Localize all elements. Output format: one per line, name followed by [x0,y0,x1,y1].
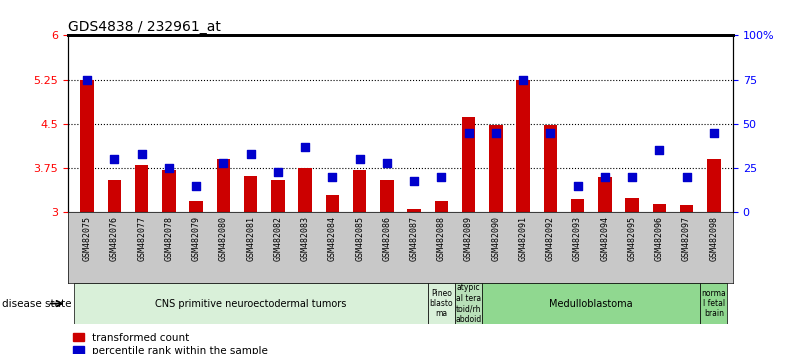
Bar [489,125,503,212]
Bar [107,180,121,212]
Bar [707,159,721,212]
Text: GSM482087: GSM482087 [409,216,419,261]
Point [707,130,720,136]
Bar [455,283,482,324]
Bar [408,210,421,212]
Text: norma
l fetal
brain: norma l fetal brain [702,289,727,319]
Point [272,169,284,175]
Bar [380,180,393,212]
Bar [544,125,557,212]
Point [244,151,257,157]
Bar [352,170,366,212]
Legend: transformed count, percentile rank within the sample: transformed count, percentile rank withi… [74,333,268,354]
Text: GSM482084: GSM482084 [328,216,337,261]
Text: GSM482097: GSM482097 [682,216,691,261]
Point [190,183,203,189]
Point [81,77,94,82]
Bar [700,283,727,324]
Bar [571,199,585,212]
Bar [80,80,94,212]
Bar [435,201,449,212]
Bar [653,204,666,212]
Text: GSM482083: GSM482083 [300,216,310,261]
Text: CNS primitive neuroectodermal tumors: CNS primitive neuroectodermal tumors [155,298,346,309]
Point [353,156,366,162]
Text: GSM482075: GSM482075 [83,216,91,261]
Text: disease state: disease state [2,298,71,309]
Bar [428,283,455,324]
Point [571,183,584,189]
Bar [74,283,428,324]
Text: GSM482085: GSM482085 [355,216,364,261]
Point [435,174,448,180]
Bar [482,283,700,324]
Text: GSM482086: GSM482086 [382,216,392,261]
Point [653,148,666,153]
Point [680,174,693,180]
Bar [216,159,230,212]
Text: GSM482089: GSM482089 [464,216,473,261]
Bar [626,198,639,212]
Text: GSM482077: GSM482077 [137,216,146,261]
Text: GSM482092: GSM482092 [545,216,555,261]
Point [462,130,475,136]
Point [163,165,175,171]
Bar [135,165,148,212]
Bar [298,168,312,212]
Point [135,151,148,157]
Bar [162,170,175,212]
Bar [598,177,612,212]
Point [299,144,312,150]
Text: GDS4838 / 232961_at: GDS4838 / 232961_at [68,19,221,34]
Text: GSM482091: GSM482091 [518,216,528,261]
Text: GSM482094: GSM482094 [601,216,610,261]
Text: atypic
al tera
toid/rh
abdoid: atypic al tera toid/rh abdoid [456,284,481,324]
Text: GSM482081: GSM482081 [246,216,256,261]
Text: GSM482078: GSM482078 [164,216,173,261]
Text: GSM482082: GSM482082 [273,216,283,261]
Point [380,160,393,166]
Point [544,130,557,136]
Point [326,174,339,180]
Text: GSM482096: GSM482096 [655,216,664,261]
Point [217,160,230,166]
Text: GSM482080: GSM482080 [219,216,228,261]
Text: GSM482093: GSM482093 [573,216,582,261]
Bar [462,117,476,212]
Text: GSM482095: GSM482095 [628,216,637,261]
Point [408,178,421,183]
Bar [517,80,530,212]
Bar [325,195,339,212]
Text: GSM482076: GSM482076 [110,216,119,261]
Text: GSM482098: GSM482098 [710,216,718,261]
Point [489,130,502,136]
Text: Pineo
blasto
ma: Pineo blasto ma [429,289,453,319]
Bar [189,201,203,212]
Text: GSM482088: GSM482088 [437,216,446,261]
Text: Medulloblastoma: Medulloblastoma [549,298,633,309]
Bar [680,205,694,212]
Text: GSM482090: GSM482090 [491,216,501,261]
Point [626,174,638,180]
Bar [244,176,257,212]
Point [517,77,529,82]
Point [598,174,611,180]
Bar [271,180,284,212]
Point [108,156,121,162]
Text: GSM482079: GSM482079 [191,216,200,261]
